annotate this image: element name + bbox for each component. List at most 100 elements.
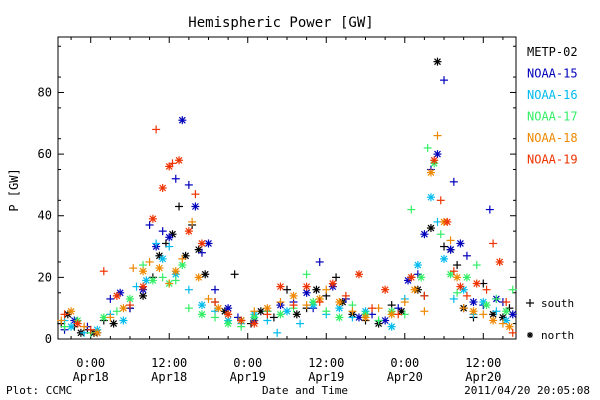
data-point <box>508 285 517 294</box>
data-point <box>152 125 161 134</box>
data-point <box>440 254 449 263</box>
x-tick-label-time: 0:00 <box>233 356 262 370</box>
data-point <box>436 196 445 205</box>
data-point <box>302 270 311 279</box>
legend: METP-02 NOAA-15 NOAA-16 NOAA-17 NOAA-18 NOAA-… <box>526 45 578 342</box>
data-point <box>165 279 174 288</box>
marker-legend-symbol <box>527 332 533 338</box>
data-point <box>211 285 220 294</box>
data-point <box>489 316 498 325</box>
data-point <box>394 310 403 319</box>
data-point <box>423 143 432 152</box>
data-point <box>165 242 174 251</box>
data-point <box>60 322 69 331</box>
data-point <box>67 307 76 316</box>
data-point <box>456 239 465 248</box>
data-point <box>276 298 285 307</box>
data-point <box>57 316 66 325</box>
data-point <box>129 264 138 273</box>
data-point <box>410 285 419 294</box>
data-point <box>93 328 102 337</box>
data-point <box>446 245 455 254</box>
marker-legend-label: south <box>541 297 574 310</box>
data-point <box>296 319 305 328</box>
data-point <box>197 301 206 310</box>
x-tick-label-date: Apr20 <box>387 370 423 384</box>
data-point <box>446 236 455 245</box>
data-point <box>197 310 206 319</box>
x-tick-label-date: Apr18 <box>73 370 109 384</box>
data-point <box>489 239 498 248</box>
legend-entry: METP-02 <box>527 45 578 59</box>
data-point <box>420 307 429 316</box>
data-point <box>502 307 511 316</box>
data-point <box>335 304 344 313</box>
data-point <box>184 227 193 236</box>
data-point <box>119 316 128 325</box>
data-point <box>99 313 108 322</box>
data-point <box>158 227 167 236</box>
data-points <box>57 57 517 337</box>
data-point <box>302 282 311 291</box>
data-point <box>462 291 471 300</box>
data-point <box>283 307 291 316</box>
data-point <box>348 307 357 316</box>
data-point <box>211 313 220 322</box>
data-point <box>309 298 318 307</box>
data-point <box>148 276 157 285</box>
x-tick-label-time: 0:00 <box>76 356 105 370</box>
data-point <box>462 251 471 260</box>
data-point <box>158 254 167 263</box>
data-point <box>453 261 462 270</box>
data-point <box>315 257 324 266</box>
marker-legend-label: north <box>541 329 574 342</box>
data-point <box>354 270 363 279</box>
data-point <box>224 310 233 319</box>
data-point <box>250 319 259 328</box>
data-point <box>73 319 82 328</box>
data-point <box>472 261 481 270</box>
data-point <box>469 298 478 307</box>
data-point <box>315 298 324 307</box>
data-point <box>139 267 148 276</box>
legend-entry: NOAA-18 <box>527 131 578 145</box>
data-point <box>495 257 504 266</box>
data-point <box>250 307 259 316</box>
legend-entry: NOAA-16 <box>527 88 578 102</box>
data-point <box>99 267 108 276</box>
data-point <box>112 307 121 316</box>
data-point <box>449 177 458 186</box>
y-tick-label: 80 <box>38 85 52 99</box>
data-point <box>175 156 184 165</box>
data-point <box>184 304 193 313</box>
data-point <box>276 282 285 291</box>
data-point <box>312 285 321 294</box>
data-point <box>482 301 491 310</box>
data-point <box>361 313 370 322</box>
data-point <box>184 180 193 189</box>
y-axis: 0 20 40 60 80 <box>38 45 516 346</box>
data-point <box>328 279 337 288</box>
data-point <box>485 205 494 214</box>
data-point <box>145 257 154 266</box>
data-point <box>413 261 422 270</box>
data-point <box>387 322 396 331</box>
data-point <box>456 282 465 291</box>
x-tick-label-time: 0:00 <box>390 356 419 370</box>
data-point <box>168 159 177 168</box>
x-tick-label-time: 12:00 <box>465 356 501 370</box>
data-point <box>433 150 442 159</box>
data-point <box>479 310 488 319</box>
data-point <box>188 217 197 226</box>
data-point <box>436 230 445 239</box>
data-point <box>433 57 442 66</box>
data-point <box>276 310 285 319</box>
x-tick-label-date: Apr18 <box>151 370 187 384</box>
y-axis-label: P [GW] <box>7 168 21 211</box>
data-point <box>148 214 157 223</box>
data-point <box>237 316 246 325</box>
data-point <box>224 319 233 328</box>
data-point <box>86 325 95 334</box>
data-point <box>204 294 213 303</box>
data-point <box>158 273 167 282</box>
